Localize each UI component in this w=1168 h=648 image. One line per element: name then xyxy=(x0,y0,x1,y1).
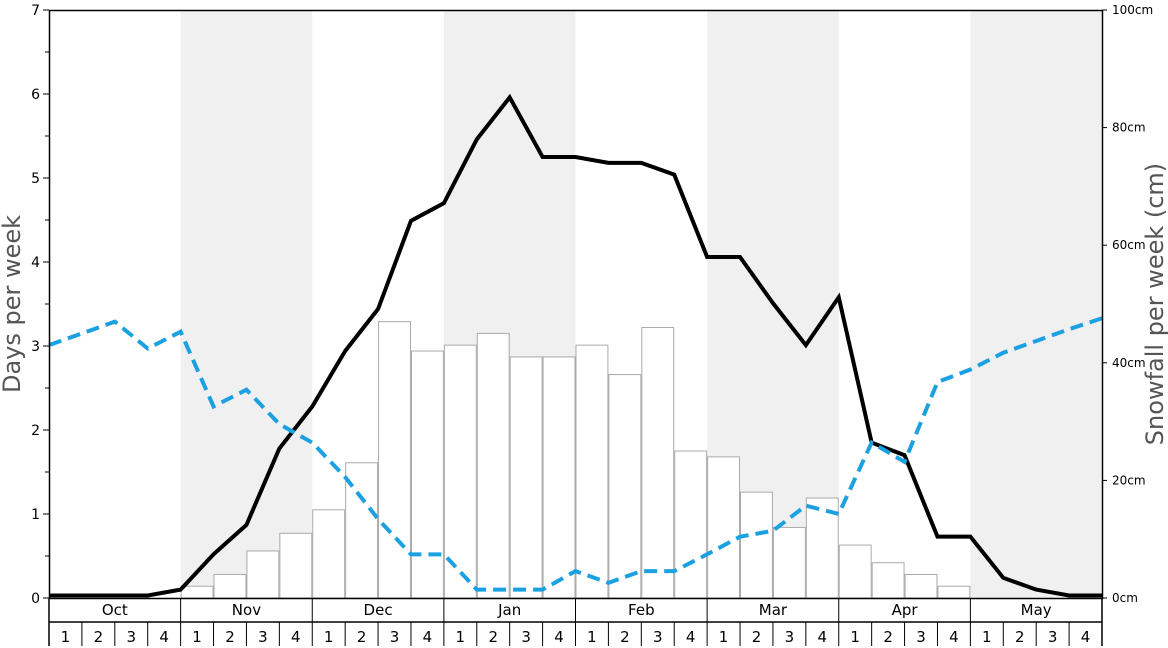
week-label: 2 xyxy=(1015,628,1025,646)
month-label-may: May xyxy=(1021,601,1052,619)
left-tick-label: 7 xyxy=(31,3,40,19)
snowfall-bar-23 xyxy=(772,526,806,599)
lines-group xyxy=(48,93,1103,598)
week-label: 1 xyxy=(719,628,729,646)
left-tick-label: 5 xyxy=(31,171,40,187)
month-label-nov: Nov xyxy=(232,601,261,619)
snowfall-bar-25 xyxy=(838,544,872,599)
week-label: 2 xyxy=(357,628,367,646)
week-label: 2 xyxy=(225,628,235,646)
week-label: 3 xyxy=(653,628,663,646)
left-tick-label: 2 xyxy=(31,423,40,439)
week-label: 4 xyxy=(159,628,169,646)
snowfall-bar-5 xyxy=(180,585,214,599)
left-tick-label: 4 xyxy=(31,255,40,271)
month-shading xyxy=(180,10,1102,598)
snowfall-bar-16 xyxy=(542,356,576,599)
week-label: 1 xyxy=(587,628,597,646)
snowfall-bar-14 xyxy=(476,332,510,599)
week-label: 4 xyxy=(949,628,959,646)
week-label: 1 xyxy=(324,628,334,646)
snowfall-bar-26 xyxy=(871,562,905,599)
week-label: 3 xyxy=(390,628,400,646)
snowfall-bar-15 xyxy=(509,356,543,599)
right-tick-label: 0cm xyxy=(1112,591,1138,605)
week-label: 3 xyxy=(126,628,136,646)
month-label-mar: Mar xyxy=(759,601,788,619)
snowfall-bar-12 xyxy=(410,350,444,599)
snowfall-bar-19 xyxy=(641,327,675,599)
snowfall-bar-17 xyxy=(575,344,609,599)
right-tick-label: 40cm xyxy=(1112,356,1146,370)
snowfall-bar-20 xyxy=(674,450,708,599)
week-label: 1 xyxy=(456,628,466,646)
month-label-dec: Dec xyxy=(364,601,393,619)
right-tick-label: 80cm xyxy=(1112,121,1146,135)
snowfall-bar-27 xyxy=(904,573,938,599)
snowfall-bar-9 xyxy=(312,509,346,599)
right-axis-title: Snowfall per week (cm) xyxy=(1141,163,1168,445)
snowfall-bar-6 xyxy=(213,573,247,599)
left-axis: 0 1 2 3 4 5 6 7 xyxy=(31,3,49,607)
snowfall-bar-7 xyxy=(246,550,280,599)
snowfall-bars xyxy=(180,321,971,599)
week-label: 1 xyxy=(982,628,992,646)
month-label-apr: Apr xyxy=(892,601,919,619)
week-label: 2 xyxy=(752,628,762,646)
week-label: 1 xyxy=(850,628,860,646)
week-label: 3 xyxy=(785,628,795,646)
snowfall-bar-11 xyxy=(378,321,411,599)
left-tick-label: 6 xyxy=(31,87,40,103)
snowfall-bar-22 xyxy=(740,491,773,599)
left-tick-label: 0 xyxy=(31,591,40,607)
week-label: 4 xyxy=(1081,628,1091,646)
week-label: 2 xyxy=(488,628,498,646)
week-label: 3 xyxy=(521,628,531,646)
week-label: 3 xyxy=(258,628,268,646)
month-week-axis: Oct 1 2 3 4 Nov 1 2 3 4 Dec 1 2 3 4 Jan 1 2 3 4 Feb 1 2 3 4 Mar 1 2… xyxy=(48,598,1103,646)
week-label: 4 xyxy=(686,628,696,646)
week-label: 3 xyxy=(916,628,926,646)
week-label: 1 xyxy=(61,628,71,646)
right-axis: 0cm 20cm 40cm 60cm 80cm 100cm xyxy=(1102,3,1153,605)
snowfall-bar-8 xyxy=(279,532,313,599)
snowfall-bar-24 xyxy=(805,497,839,599)
week-label: 4 xyxy=(291,628,301,646)
week-label: 2 xyxy=(620,628,630,646)
right-tick-label: 100cm xyxy=(1112,3,1153,17)
week-label: 4 xyxy=(818,628,828,646)
week-label: 2 xyxy=(883,628,893,646)
month-label-jan: Jan xyxy=(497,601,521,619)
week-label: 4 xyxy=(554,628,564,646)
week-label: 2 xyxy=(94,628,104,646)
left-axis-title: Days per week xyxy=(0,215,26,393)
shade-nov xyxy=(180,10,313,598)
solid-black-line xyxy=(49,93,1102,598)
left-tick-label: 1 xyxy=(31,507,40,523)
month-label-oct: Oct xyxy=(102,601,128,619)
left-tick-label: 3 xyxy=(31,339,40,355)
right-tick-label: 20cm xyxy=(1112,473,1146,487)
week-label: 3 xyxy=(1048,628,1058,646)
shade-may xyxy=(970,10,1102,598)
snowfall-bar-18 xyxy=(608,374,642,599)
snowfall-bar-21 xyxy=(707,456,741,599)
dashed-blue-line xyxy=(48,316,1103,592)
right-tick-label: 60cm xyxy=(1112,238,1146,252)
month-label-feb: Feb xyxy=(628,601,655,619)
week-label: 4 xyxy=(423,628,433,646)
week-label: 1 xyxy=(192,628,202,646)
snowfall-bar-28 xyxy=(937,585,971,599)
